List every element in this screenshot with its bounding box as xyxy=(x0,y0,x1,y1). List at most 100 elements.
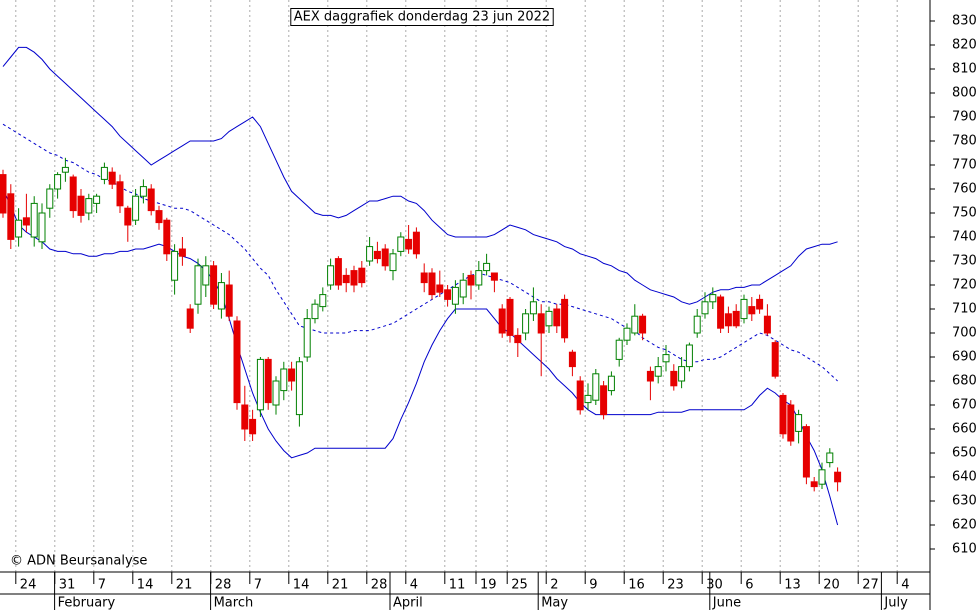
grid xyxy=(15,0,898,572)
candle-body xyxy=(272,380,280,406)
candle-body xyxy=(233,320,241,404)
candle-body xyxy=(459,279,467,298)
x-tick-label: 23 xyxy=(667,578,684,593)
candle-body xyxy=(592,373,600,401)
y-tick-label: 820 xyxy=(952,38,977,53)
candle-body xyxy=(100,166,108,180)
candle-body xyxy=(802,426,810,478)
candle-body xyxy=(568,351,576,368)
candle-body xyxy=(85,198,93,214)
candle-body xyxy=(646,370,654,382)
candle-body xyxy=(210,265,218,305)
candle-body xyxy=(311,303,319,320)
y-tick-label: 760 xyxy=(952,182,977,197)
x-tick-label: 27 xyxy=(862,578,879,593)
candle-body xyxy=(576,380,584,411)
x-tick-label: 13 xyxy=(784,578,801,593)
x-tick-label: 16 xyxy=(628,578,645,593)
candle-body xyxy=(451,286,459,305)
x-tick-label: 14 xyxy=(293,578,310,593)
candle-body xyxy=(631,315,639,334)
candle-body xyxy=(662,354,670,363)
candle-body xyxy=(171,250,179,281)
candle-body xyxy=(256,358,264,411)
x-tick-label: 28 xyxy=(371,578,388,593)
x-tick-label: 21 xyxy=(176,578,193,593)
y-tick-label: 630 xyxy=(952,494,977,509)
y-tick-label: 830 xyxy=(952,14,977,29)
candle-body xyxy=(116,181,124,207)
candle-body xyxy=(38,212,46,243)
y-tick-label: 700 xyxy=(952,326,977,341)
x-tick-label: 28 xyxy=(215,578,232,593)
band-middle xyxy=(2,123,838,382)
candle-body xyxy=(763,315,771,334)
candle-body xyxy=(436,284,444,293)
candle-body xyxy=(217,282,225,310)
candle-body xyxy=(69,176,77,212)
candle-body xyxy=(490,272,498,281)
x-tick-label: 4 xyxy=(901,578,909,593)
month-label: February xyxy=(58,596,116,610)
y-tick-label: 640 xyxy=(952,470,977,485)
candle-body xyxy=(444,289,452,300)
candle-body xyxy=(295,361,303,416)
candle-body xyxy=(756,298,764,310)
x-tick-label: 6 xyxy=(745,578,753,593)
candle-body xyxy=(186,308,194,329)
candle-body xyxy=(771,342,779,377)
x-tick-label: 9 xyxy=(589,578,597,593)
source-note: © ADN Beursanalyse xyxy=(10,554,147,569)
candle-body xyxy=(615,339,623,360)
candle-body xyxy=(693,315,701,334)
candle-body xyxy=(46,188,54,209)
candle-body xyxy=(264,358,272,404)
chart-title: AEX daggrafiek donderdag 23 jun 2022 xyxy=(294,10,550,25)
candle-body xyxy=(412,231,420,255)
candle-body xyxy=(61,166,69,173)
title-box xyxy=(290,8,554,26)
y-tick-label: 670 xyxy=(952,398,977,413)
candle-body xyxy=(108,171,116,185)
x-tick-label: 14 xyxy=(137,578,154,593)
candle-body xyxy=(303,318,311,358)
candle-body xyxy=(810,481,818,488)
bands xyxy=(2,46,839,526)
candles xyxy=(0,157,842,492)
candle-body xyxy=(350,270,358,286)
x-tick-label: 19 xyxy=(480,578,497,593)
candle-body xyxy=(420,272,428,284)
month-label: April xyxy=(393,596,423,610)
candle-body xyxy=(787,404,795,442)
y-tick-label: 720 xyxy=(952,278,977,293)
candle-body xyxy=(327,265,335,286)
month-label: May xyxy=(541,596,568,610)
candle-body xyxy=(178,248,186,257)
candle-body xyxy=(654,366,662,377)
candle-body xyxy=(22,217,30,226)
x-tick-label: 2 xyxy=(550,578,558,593)
candle-body xyxy=(225,284,233,317)
candle-body xyxy=(15,219,23,238)
candle-body xyxy=(826,452,834,464)
candle-body xyxy=(701,301,709,315)
y-tick-label: 620 xyxy=(952,518,977,533)
y-tick-label: 810 xyxy=(952,62,977,77)
y-tick-label: 660 xyxy=(952,422,977,437)
candle-body xyxy=(553,308,561,327)
candle-body xyxy=(30,202,38,238)
x-tick-label: 21 xyxy=(332,578,349,593)
y-tick-label: 690 xyxy=(952,350,977,365)
candle-body xyxy=(373,250,381,260)
candle-body xyxy=(779,394,787,435)
candle-body xyxy=(132,195,140,221)
candle-body xyxy=(241,404,249,430)
y-tick-label: 750 xyxy=(952,206,977,221)
candle-body xyxy=(288,368,296,382)
band-lower xyxy=(2,188,839,526)
y-tick-label: 770 xyxy=(952,158,977,173)
candle-body xyxy=(194,265,202,305)
candle-body xyxy=(748,306,756,315)
